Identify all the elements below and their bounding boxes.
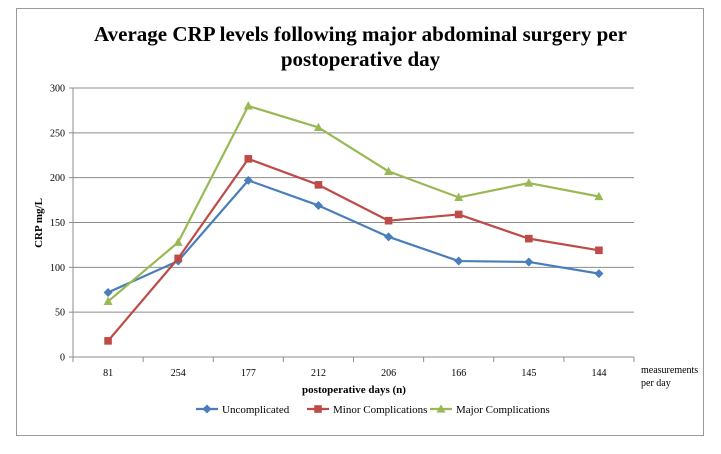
data-point [384, 232, 394, 242]
gridlines [73, 87, 634, 313]
y-tick-label: 300 [50, 84, 65, 95]
data-point [173, 237, 183, 246]
data-point [103, 296, 113, 306]
data-point [243, 175, 253, 185]
legend-item: Uncomplicated [196, 404, 290, 416]
legend-marker [202, 404, 212, 414]
legend-label: Minor Complications [333, 404, 427, 416]
x-tick-label: 177 [241, 368, 256, 379]
data-point [313, 122, 323, 132]
x-axis-note-line1: measurements [641, 365, 698, 376]
series-line [107, 104, 600, 303]
x-tick-label: 144 [591, 368, 606, 379]
data-point [594, 191, 604, 201]
data-point [313, 200, 323, 210]
data-point [525, 234, 533, 243]
data-point [384, 216, 393, 225]
x-tick-label: 206 [381, 368, 396, 379]
legend-marker [436, 404, 446, 413]
chart-title: Average CRP levels following major abdom… [0, 22, 721, 72]
data-point [384, 166, 394, 175]
data-point [104, 337, 112, 345]
data-point [244, 155, 253, 163]
data-point [103, 287, 113, 297]
data-point [454, 192, 464, 201]
series-group [103, 101, 604, 345]
chart-title-line1: Average CRP levels following major abdom… [94, 22, 627, 46]
x-axis-title: postoperative days (n) [302, 384, 406, 396]
data-point [243, 101, 253, 110]
series-line [107, 179, 600, 294]
y-tick-label: 250 [50, 128, 65, 139]
data-point [454, 256, 464, 266]
data-point [454, 210, 463, 219]
x-tick-label: 81 [103, 368, 113, 379]
series [103, 101, 604, 306]
x-tick-labels: 81 254 177 212 206 166 145 144 [103, 368, 606, 379]
y-tick-label: 100 [50, 263, 65, 274]
y-tick-labels: 0 50 100 150 200 250 300 [50, 84, 65, 364]
legend-marker [314, 405, 322, 413]
y-axis-title: CRP mg/L [33, 198, 45, 248]
axes [69, 87, 635, 362]
x-tick-label: 212 [311, 368, 326, 379]
data-point [524, 178, 534, 187]
legend-label: Major Complications [456, 404, 550, 416]
legend: Uncomplicated Minor Complications Major Co… [196, 404, 550, 416]
data-point [524, 257, 534, 267]
legend-item: Major Complications [430, 404, 550, 416]
data-point [594, 269, 604, 279]
legend-item: Minor Complications [307, 404, 427, 416]
y-tick-label: 0 [60, 353, 65, 364]
x-tick-label: 166 [451, 368, 466, 379]
x-tick-label: 254 [171, 368, 186, 379]
y-tick-label: 150 [50, 218, 65, 229]
data-point [174, 254, 182, 263]
chart-title-line2: postoperative day [280, 47, 441, 71]
legend-label: Uncomplicated [222, 404, 290, 416]
data-point [314, 181, 323, 189]
y-tick-label: 50 [55, 308, 65, 319]
x-tick-label: 145 [521, 368, 536, 379]
series-line [107, 157, 600, 342]
x-axis-note-line2: per day [641, 378, 671, 389]
y-tick-label: 200 [50, 173, 65, 184]
data-point [595, 246, 603, 255]
series [104, 155, 603, 345]
